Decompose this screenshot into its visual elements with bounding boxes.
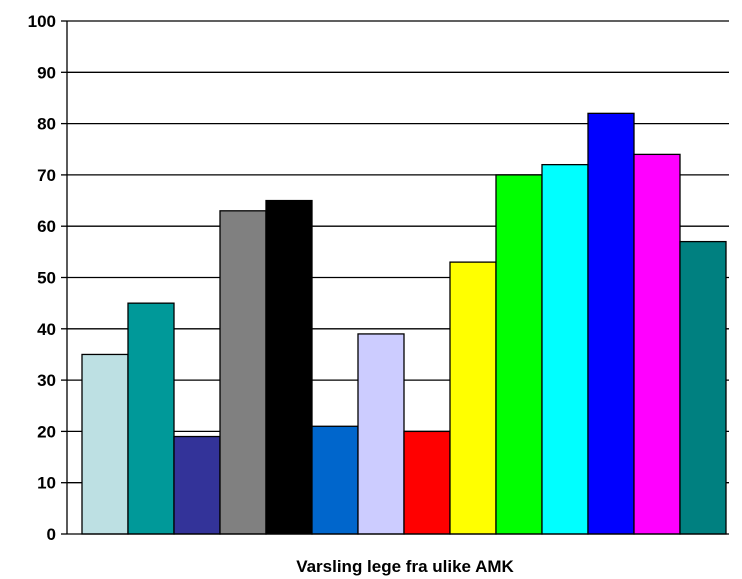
axes bbox=[61, 20, 729, 535]
bar bbox=[173, 435, 221, 535]
y-tick-label: 20 bbox=[37, 422, 56, 441]
y-tick-labels: 0 10 20 30 40 50 60 70 80 90 100 bbox=[28, 12, 56, 544]
bar bbox=[357, 333, 405, 535]
y-tick-label: 10 bbox=[37, 474, 56, 493]
bar bbox=[311, 425, 359, 535]
bar bbox=[449, 261, 497, 535]
y-tick-label: 90 bbox=[37, 63, 56, 82]
bar bbox=[587, 112, 635, 535]
gridlines bbox=[67, 20, 729, 484]
bar bbox=[403, 430, 451, 535]
y-tick-label: 40 bbox=[37, 320, 56, 339]
bar bbox=[541, 163, 589, 535]
bar bbox=[495, 174, 543, 535]
y-tick-label: 30 bbox=[37, 371, 56, 390]
x-axis-label: Varsling lege fra ulike AMK bbox=[296, 557, 514, 576]
y-tick-label: 80 bbox=[37, 115, 56, 134]
y-tick-label: 70 bbox=[37, 166, 56, 185]
bar bbox=[265, 199, 313, 535]
bar bbox=[679, 240, 727, 535]
y-tick-label: 60 bbox=[37, 217, 56, 236]
bar bbox=[127, 302, 175, 535]
bar bbox=[81, 353, 129, 535]
y-tick-label: 50 bbox=[37, 269, 56, 288]
bar bbox=[219, 210, 267, 535]
y-tick-label: 0 bbox=[47, 525, 56, 544]
bar bbox=[633, 153, 681, 535]
y-tick-label: 100 bbox=[28, 12, 56, 31]
bars bbox=[81, 112, 727, 535]
